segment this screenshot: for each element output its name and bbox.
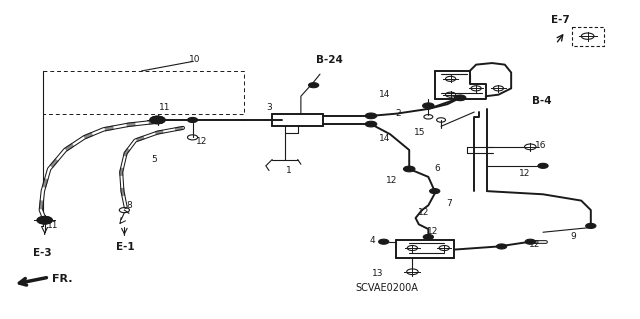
Text: 11: 11 (159, 103, 171, 112)
Text: FR.: FR. (52, 274, 73, 284)
Circle shape (525, 239, 536, 244)
Text: E-1: E-1 (116, 242, 135, 252)
Text: SCVAE0200A: SCVAE0200A (355, 283, 419, 293)
Text: 12: 12 (519, 169, 530, 178)
Circle shape (454, 95, 466, 101)
Text: 12: 12 (386, 175, 397, 185)
Text: B-4: B-4 (532, 96, 552, 106)
Text: 9: 9 (570, 232, 576, 241)
Circle shape (403, 166, 415, 172)
Circle shape (379, 239, 389, 244)
Text: 5: 5 (151, 155, 157, 164)
Circle shape (150, 116, 165, 124)
Text: 10: 10 (189, 56, 201, 64)
Text: E-3: E-3 (33, 248, 52, 258)
Circle shape (365, 113, 377, 119)
Text: 2: 2 (395, 109, 401, 118)
Circle shape (497, 244, 507, 249)
Text: 1: 1 (286, 166, 292, 175)
Text: 12: 12 (529, 240, 540, 249)
Circle shape (586, 223, 596, 228)
Circle shape (538, 163, 548, 168)
Text: 12: 12 (196, 137, 207, 146)
Text: 12: 12 (417, 208, 429, 217)
Circle shape (429, 189, 440, 194)
Text: 15: 15 (414, 128, 426, 137)
Text: 8: 8 (126, 201, 132, 210)
Text: E-7: E-7 (550, 15, 570, 25)
Text: 13: 13 (372, 270, 384, 278)
Circle shape (308, 83, 319, 88)
Circle shape (37, 216, 52, 224)
Text: 6: 6 (435, 165, 440, 174)
Text: 12: 12 (427, 227, 438, 236)
Circle shape (365, 121, 377, 127)
Text: 7: 7 (446, 199, 452, 208)
Text: 14: 14 (379, 90, 390, 99)
Text: 11: 11 (47, 221, 59, 230)
Circle shape (422, 103, 434, 108)
Circle shape (423, 234, 433, 240)
Text: 3: 3 (266, 103, 271, 112)
Circle shape (188, 117, 198, 122)
Text: B-24: B-24 (316, 55, 342, 65)
Text: 16: 16 (536, 141, 547, 150)
Text: 4: 4 (370, 236, 375, 245)
Text: 14: 14 (379, 134, 390, 144)
